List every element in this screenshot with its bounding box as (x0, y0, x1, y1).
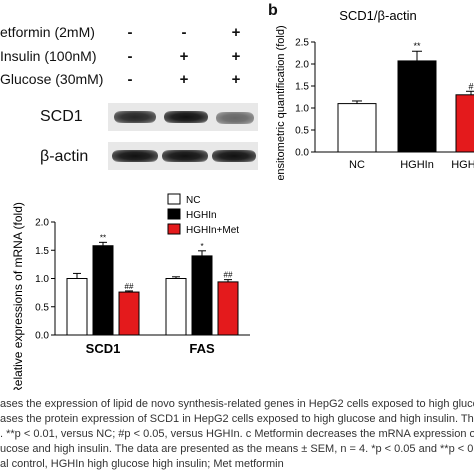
significance-marker: ** (413, 41, 421, 51)
actin-band-hghin-met (212, 150, 256, 162)
condition-sign: + (179, 48, 189, 65)
scd1-band-hghin-met (216, 112, 254, 124)
actin-blot-strip (108, 142, 258, 170)
bar (165, 278, 187, 336)
significance-marker: ## (224, 271, 233, 280)
caption-line: . **p < 0.01, versus NC; #p < 0.05, vers… (0, 428, 474, 440)
chart-title: SCD1/β-actin (339, 8, 417, 23)
bar (397, 60, 437, 153)
condition-sign: - (181, 24, 187, 41)
bar (337, 103, 377, 153)
condition-label: Insulin (100nM) (0, 48, 97, 64)
y-tick-label: 2.0 (295, 60, 309, 71)
y-axis-label: Relative expressions of mRNA (fold) (11, 202, 25, 390)
bar (217, 281, 239, 336)
y-axis-label: Densitometric quantification (fold) (275, 25, 287, 180)
actin-band-nc (112, 150, 158, 162)
y-tick-label: 0.5 (295, 126, 309, 137)
x-tick-label: FAS (189, 341, 215, 356)
mrna-expression-bar-chart: 0.0 0.5 1.0 1.5 2.0 Relative expressions of m… (11, 193, 250, 390)
scd1-band-hghin (164, 111, 208, 123)
caption-line: al control, HGHIn high glucose high insu… (0, 458, 284, 470)
condition-label: Glucose (30mM) (0, 71, 104, 87)
condition-row: Glucose (30mM) - + + (0, 71, 250, 89)
actin-band-hghin (162, 150, 208, 162)
legend-swatch (167, 223, 181, 235)
y-tick-label: 1.5 (295, 82, 309, 93)
legend-swatch (167, 208, 181, 220)
significance-marker: # (468, 81, 473, 91)
y-tick-label: 1.0 (35, 274, 49, 285)
condition-sign: + (231, 48, 241, 65)
y-tick-label: 1.0 (295, 104, 309, 115)
bar (191, 255, 213, 336)
condition-sign: - (127, 48, 133, 65)
x-tick-label: HGHIn (451, 159, 474, 171)
condition-sign: + (179, 71, 189, 88)
y-tick-label: 0.0 (35, 331, 49, 342)
condition-label: etformin (2mM) (0, 24, 95, 40)
condition-sign: - (127, 71, 133, 88)
y-tick-label: 0.5 (35, 302, 49, 313)
y-tick-label: 2.0 (35, 218, 49, 229)
condition-row: Insulin (100nM) - + + (0, 48, 250, 66)
significance-marker: ** (100, 233, 106, 242)
legend-label: NC (186, 195, 200, 206)
bar (92, 245, 114, 336)
x-tick-label: NC (349, 159, 365, 171)
significance-marker: ## (125, 282, 134, 291)
scd1-blot-strip (108, 103, 258, 131)
legend-label: HGHIn (186, 210, 217, 221)
x-tick-label: SCD1 (86, 341, 121, 356)
y-tick-label: 2.5 (295, 38, 309, 49)
panel-letter-b: b (268, 2, 278, 19)
caption-line: ases the expression of lipid de novo syn… (0, 398, 474, 410)
y-tick-label: 1.5 (35, 246, 49, 257)
scd1-band-nc (114, 111, 156, 123)
legend-label: HGHIn+Met (186, 225, 239, 236)
bar (66, 278, 88, 336)
bar (455, 94, 474, 153)
condition-row: etformin (2mM) - - + (0, 24, 250, 42)
bar (118, 291, 140, 336)
condition-sign: + (231, 24, 241, 41)
blot-label-scd1: SCD1 (40, 108, 83, 125)
y-tick-label: 0.0 (295, 148, 309, 159)
condition-sign: - (127, 24, 133, 41)
caption-line: ucose and high insulin. The data are pre… (0, 443, 474, 455)
x-tick-label: HGHIn (400, 159, 434, 171)
condition-sign: + (231, 71, 241, 88)
caption-line: ases the protein expression of SCD1 in H… (0, 413, 474, 425)
blot-label-actin: β-actin (40, 148, 89, 165)
legend-swatch (167, 193, 181, 205)
significance-marker: * (200, 242, 203, 251)
scd1-actin-bar-chart: SCD1/β-actin 0.0 0.5 1.0 1.5 2.0 2.5 Densitomet… (275, 8, 474, 180)
